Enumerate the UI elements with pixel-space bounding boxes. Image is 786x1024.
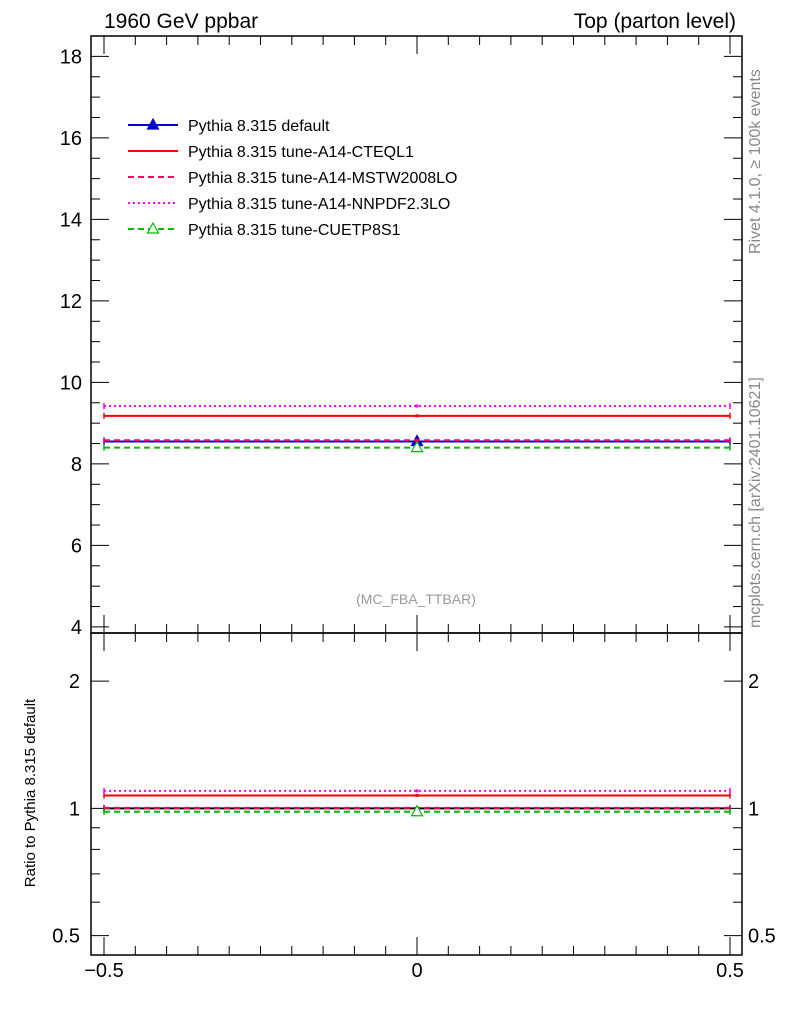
x-tick-label: 0 (411, 960, 422, 982)
series-marker-pythia-8-315-tune-a14-cteql1 (415, 414, 419, 418)
ratio-y-tick-label: 0.5 (748, 926, 776, 948)
ratio-y-tick-label: 1 (69, 798, 80, 820)
ratio-y-tick-label: 0.5 (52, 926, 80, 948)
main-series-group (103, 403, 731, 453)
ratio-axes: 0.5 0.51 12 2−0.5 0 0.5 (52, 633, 776, 982)
y-tick-label: 8 (71, 454, 82, 476)
analysis-annotation: (MC_FBA_TTBAR) (356, 591, 476, 607)
legend-label: Pythia 8.315 tune-A14-CTEQL1 (188, 144, 414, 161)
ratio-marker-pythia-8-315-tune-a14-nnpdf2-3lo (415, 789, 419, 793)
ratio-marker-pythia-8-315-tune-cuetp8s1 (410, 804, 424, 817)
legend-label: Pythia 8.315 default (188, 118, 330, 135)
legend-label: Pythia 8.315 tune-A14-NNPDF2.3LO (188, 196, 450, 213)
legend: Pythia 8.315 default Pythia 8.315 tune-A1… (128, 117, 457, 239)
mcplots-label: mcplots.cern.ch [arXiv:2401.10621] (747, 377, 764, 628)
legend-label: Pythia 8.315 tune-CUETP8S1 (188, 222, 401, 239)
legend-label: Pythia 8.315 tune-A14-MSTW2008LO (188, 170, 457, 187)
header-left: 1960 GeV ppbar (104, 10, 258, 33)
ratio-y-axis-label: Ratio to Pythia 8.315 default (22, 698, 39, 887)
header-right: Top (parton level) (574, 10, 736, 33)
ratio-marker-pythia-8-315-tune-a14-cteql1 (415, 793, 419, 797)
y-tick-label: 16 (60, 128, 82, 150)
ratio-y-tick-label: 2 (69, 671, 80, 693)
y-tick-label: 6 (71, 535, 82, 557)
series-marker-pythia-8-315-tune-a14-nnpdf2-3lo (415, 404, 419, 408)
ratio-y-tick-label: 2 (748, 671, 759, 693)
legend-marker-pythia-8-315-default (146, 117, 160, 130)
x-tick-label: −0.5 (84, 960, 123, 982)
y-tick-label: 12 (60, 291, 82, 313)
series-marker-pythia-8-315-tune-cuetp8s1 (410, 440, 424, 453)
ratio-y-tick-label: 1 (748, 798, 759, 820)
rivet-label: Rivet 4.1.0, ≥ 100k events (747, 69, 764, 254)
main-axes: 4 6 8 10 12 14 16 18 (60, 36, 742, 639)
series-marker-pythia-8-315-tune-a14-mstw2008lo (415, 438, 419, 442)
legend-marker-pythia-8-315-tune-cuetp8s1 (146, 221, 160, 234)
ratio-series-group (103, 787, 731, 817)
y-tick-label: 14 (60, 209, 82, 231)
y-tick-label: 18 (60, 46, 82, 68)
x-tick-label: 0.5 (716, 960, 744, 982)
y-tick-label: 4 (71, 617, 82, 639)
y-tick-label: 10 (60, 372, 82, 394)
